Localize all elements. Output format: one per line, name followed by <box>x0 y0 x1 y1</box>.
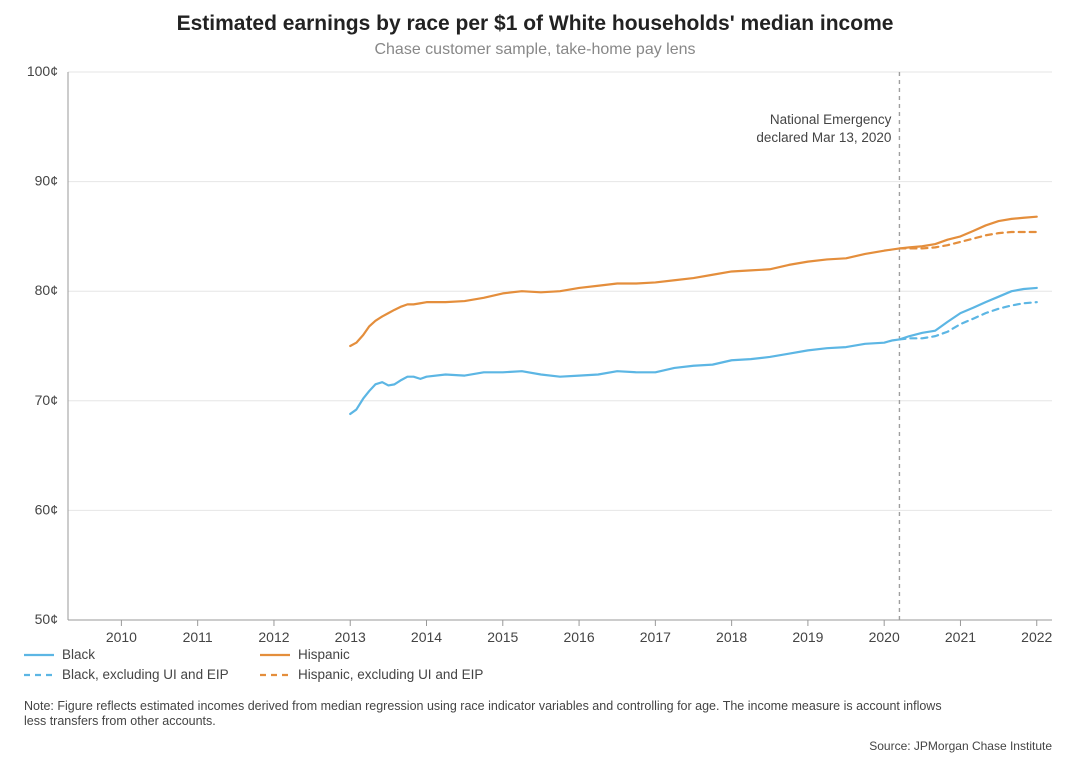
legend-label: Black, excluding UI and EIP <box>62 667 229 682</box>
chart-source: Source: JPMorgan Chase Institute <box>869 739 1052 753</box>
x-axis-label: 2014 <box>411 629 442 645</box>
y-axis-label: 70¢ <box>35 392 58 408</box>
annotation-text-line1: National Emergency <box>770 112 892 127</box>
chart-subtitle: Chase customer sample, take-home pay len… <box>374 41 695 58</box>
x-axis-label: 2013 <box>335 629 366 645</box>
chart-note-line2: less transfers from other accounts. <box>24 714 216 728</box>
y-axis-label: 50¢ <box>35 611 58 627</box>
x-axis-label: 2019 <box>792 629 823 645</box>
chart-svg: Estimated earnings by race per $1 of Whi… <box>0 0 1070 770</box>
x-axis-label: 2012 <box>258 629 289 645</box>
x-axis-label: 2018 <box>716 629 747 645</box>
y-axis-ticks: 50¢ 60¢ 70¢ 80¢ 90¢ 100¢ <box>27 63 58 627</box>
x-axis-ticks: 2010 2011 2012 2013 2014 2015 2016 2017 2018 2019… <box>106 620 1053 645</box>
legend-label: Black <box>62 647 95 662</box>
x-axis-label: 2021 <box>945 629 976 645</box>
y-axis-label: 60¢ <box>35 501 58 517</box>
x-axis-label: 2020 <box>869 629 900 645</box>
y-axis-label: 80¢ <box>35 282 58 298</box>
legend-label: Hispanic, excluding UI and EIP <box>298 667 483 682</box>
series-group <box>350 217 1037 414</box>
legend: Black Black, excluding UI and EIP Hispanic… <box>24 647 483 682</box>
x-axis-label: 2022 <box>1021 629 1052 645</box>
x-axis-label: 2016 <box>563 629 594 645</box>
series-line <box>350 217 1037 346</box>
chart-container: Estimated earnings by race per $1 of Whi… <box>0 0 1070 770</box>
x-axis-label: 2017 <box>640 629 671 645</box>
chart-note-line1: Note: Figure reflects estimated incomes … <box>24 699 942 713</box>
chart-title: Estimated earnings by race per $1 of Whi… <box>177 12 894 35</box>
x-axis-label: 2015 <box>487 629 518 645</box>
y-axis-label: 90¢ <box>35 173 58 189</box>
legend-label: Hispanic <box>298 647 350 662</box>
x-axis-label: 2011 <box>183 629 213 645</box>
y-gridlines <box>68 72 1052 620</box>
annotation-text-line2: declared Mar 13, 2020 <box>756 130 891 145</box>
y-axis-label: 100¢ <box>27 63 58 79</box>
series-line <box>350 288 1037 414</box>
x-axis-label: 2010 <box>106 629 137 645</box>
